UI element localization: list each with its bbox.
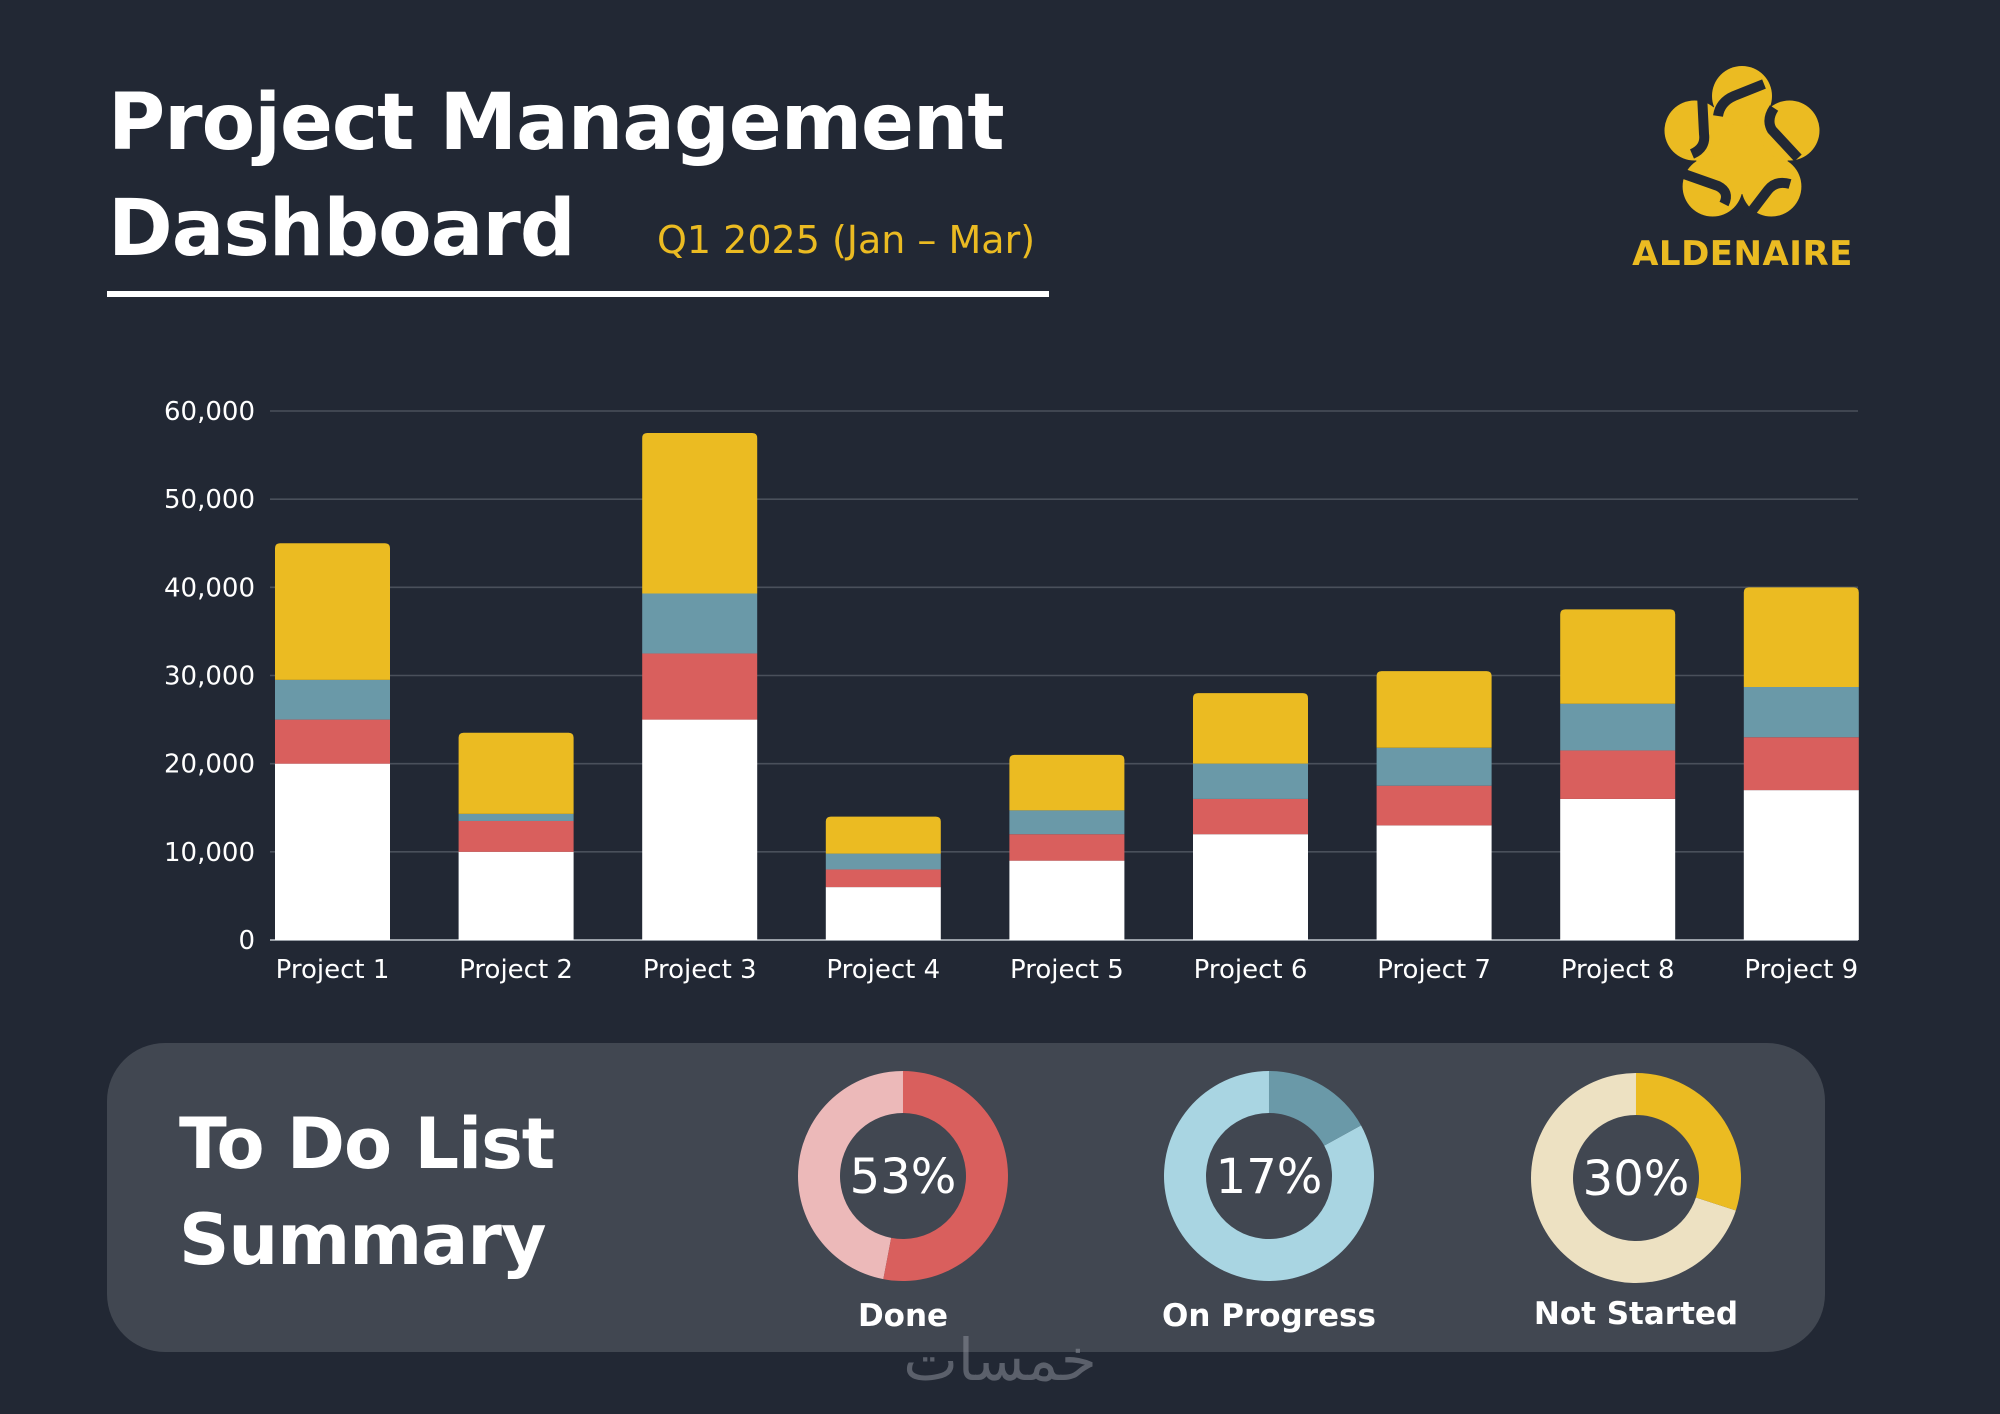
y-tick-label: 30,000 <box>164 662 255 692</box>
bar-segment-1 <box>1743 790 1859 940</box>
bar-segment-3 <box>275 679 390 720</box>
bar-segment-3 <box>1193 763 1308 799</box>
x-tick-label: Project 1 <box>276 955 390 985</box>
y-tick-label: 60,000 <box>164 397 255 427</box>
bar-segment-1 <box>1009 860 1125 940</box>
title-underline-divider <box>107 291 1049 297</box>
y-tick-label: 50,000 <box>164 485 255 515</box>
bar-segment-1 <box>1560 798 1676 940</box>
todo-title-line-1: To Do List <box>179 1103 555 1185</box>
bar-segment-1 <box>642 719 758 940</box>
watermark-text: خمسات <box>903 1328 1096 1394</box>
bar-segment-2 <box>1009 834 1125 861</box>
donut-track-segment <box>797 1071 903 1280</box>
bar-segment-2 <box>825 869 941 888</box>
donut-done: 53% <box>793 1066 1013 1290</box>
todo-summary-title: To Do List Summary <box>179 1096 555 1288</box>
stacked-bar-chart: 0 10,000 20,000 30,000 40,000 50,000 60,000 Pr… <box>164 397 1859 985</box>
x-tick-label: Project 2 <box>459 955 573 985</box>
donut-percent-label: 53% <box>850 1149 957 1205</box>
bar-segment-2 <box>1560 750 1676 799</box>
y-tick-label: 40,000 <box>164 573 255 603</box>
page-title-line-1: Project Management <box>108 78 1005 168</box>
x-tick-label: Project 9 <box>1744 955 1858 985</box>
bar-segment-1 <box>458 851 574 940</box>
period-subtitle: Q1 2025 (Jan – Mar) <box>657 218 1036 262</box>
bar-segment-4 <box>1743 587 1859 687</box>
y-tick-label: 10,000 <box>164 838 255 868</box>
bar-segment-3 <box>1009 810 1125 835</box>
bar-segment-1 <box>825 887 941 940</box>
bar-segment-4 <box>642 433 758 594</box>
bar-segment-2 <box>458 820 574 852</box>
donut-value-segment <box>1269 1071 1362 1146</box>
bar-segment-2 <box>1743 737 1859 791</box>
page-title-line-2: Dashboard <box>108 184 576 274</box>
bar-segment-2 <box>1193 798 1308 835</box>
y-tick-label: 20,000 <box>164 750 255 780</box>
donut-label-not-started: Not Started <box>1533 1296 1739 1332</box>
brand-name: ALDENAIRE <box>1632 234 1853 274</box>
bar-segment-4 <box>1376 671 1492 748</box>
bar-segment-3 <box>458 813 574 821</box>
donut-label-done: Done <box>857 1298 949 1334</box>
x-tick-label: Project 4 <box>826 955 940 985</box>
y-tick-label: 0 <box>238 926 255 956</box>
watermark-logo: خمسات <box>903 1328 1096 1394</box>
donut-value-segment <box>1636 1073 1741 1211</box>
bar-segment-3 <box>1743 686 1859 738</box>
todo-title-line-2: Summary <box>179 1199 547 1281</box>
bar-segment-4 <box>458 732 574 814</box>
bar-segment-4 <box>1009 754 1125 811</box>
bar-segment-1 <box>1376 825 1492 940</box>
bar-segment-3 <box>1560 703 1676 751</box>
chart-bars <box>275 433 1859 940</box>
x-tick-label: Project 8 <box>1561 955 1675 985</box>
y-axis-tick-labels: 0 10,000 20,000 30,000 40,000 50,000 60,000 <box>164 397 255 956</box>
bar-segment-3 <box>1376 747 1492 786</box>
bar-segment-2 <box>1376 785 1492 826</box>
donut-chart-not-started: 30% <box>1531 1073 1741 1283</box>
donut-on-progress: 17% <box>1159 1066 1379 1290</box>
bar-segment-4 <box>275 543 390 680</box>
x-tick-label: Project 3 <box>643 955 757 985</box>
bar-segment-4 <box>1193 693 1308 764</box>
bar-segment-3 <box>825 853 941 870</box>
donut-chart-done: 53% <box>797 1071 1008 1281</box>
x-tick-label: Project 7 <box>1377 955 1491 985</box>
bar-segment-4 <box>1560 609 1676 704</box>
donut-chart-on-progress: 17% <box>1164 1071 1374 1281</box>
donut-not-started: 30% <box>1526 1068 1746 1292</box>
donut-percent-label: 30% <box>1583 1151 1690 1207</box>
x-tick-label: Project 6 <box>1194 955 1308 985</box>
donut-percent-label: 17% <box>1216 1149 1323 1205</box>
bar-segment-4 <box>825 816 941 854</box>
donut-track-segment <box>1531 1073 1736 1283</box>
bar-segment-2 <box>275 719 390 764</box>
bar-segment-1 <box>1193 834 1308 940</box>
donut-track-segment <box>1164 1071 1374 1281</box>
bar-segment-3 <box>642 593 758 654</box>
donut-value-segment <box>883 1071 1008 1281</box>
x-axis-tick-labels: Project 1 Project 2 Project 3 Project 4 Proj… <box>276 955 1859 985</box>
x-tick-label: Project 5 <box>1010 955 1124 985</box>
bar-segment-2 <box>642 653 758 720</box>
star-knot-logo-icon <box>1664 66 1820 227</box>
page-title: Project Management Dashboard <box>108 70 1005 282</box>
donut-label-on-progress: On Progress <box>1162 1298 1376 1334</box>
bar-segment-1 <box>275 763 390 940</box>
